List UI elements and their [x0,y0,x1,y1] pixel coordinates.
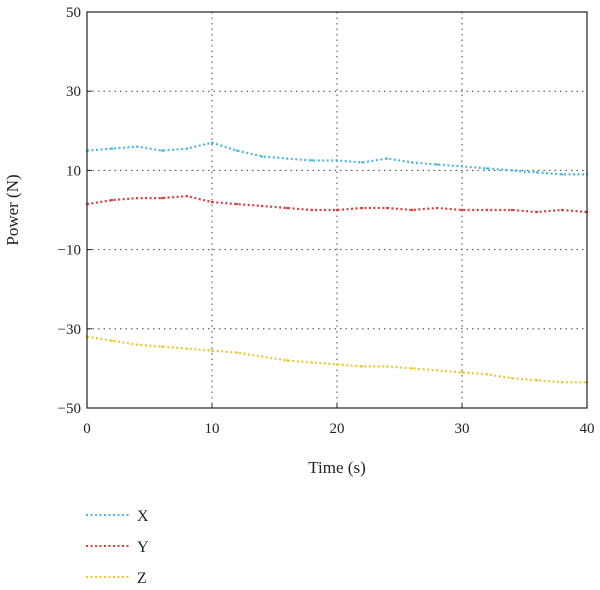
data-point-x [510,169,514,172]
data-point-z [160,345,164,348]
data-point-y [110,198,114,202]
y-tick-label: 30 [66,84,81,100]
data-point-x [135,145,139,148]
data-point-z [135,343,139,346]
legend: XYZ [86,508,149,587]
data-point-y [360,206,364,210]
data-point-x [310,159,314,162]
data-point-x [535,171,539,174]
data-point-z [110,339,114,342]
data-point-x [110,147,114,150]
data-point-x [560,173,564,176]
data-point-x [335,159,339,162]
data-point-x [160,149,164,152]
data-point-y [510,208,514,212]
x-axis-title: Time (s) [308,458,365,477]
data-point-x [360,161,364,164]
data-point-y [235,202,239,206]
data-point-y [260,204,264,208]
data-point-z [260,355,264,358]
y-tick-label: 10 [66,163,81,179]
data-point-z [435,369,439,372]
data-point-z [460,371,464,374]
legend-label-y: Y [137,539,149,556]
data-point-z [535,379,539,382]
data-point-y [485,208,489,212]
x-tick-label: 20 [330,421,345,437]
data-point-z [185,347,189,350]
data-point-x [385,157,389,160]
data-point-y [385,206,389,210]
data-point-z [235,351,239,354]
axis-ticks: 0 10 20 30 40 −50 −30 −10 10 30 50 [58,5,595,437]
data-point-y [135,196,139,200]
data-point-y [210,200,214,204]
data-point-x [435,163,439,166]
y-axis-title: Power (N) [3,174,22,245]
y-tick-label: 50 [66,5,81,21]
data-point-y [410,208,414,212]
data-point-z [285,359,289,362]
data-point-y [310,208,314,212]
data-point-x [235,149,239,152]
data-point-y [160,196,164,200]
data-point-x [285,157,289,160]
data-point-y [335,208,339,212]
data-point-z [335,363,339,366]
data-point-z [385,365,389,368]
data-point-z [510,377,514,380]
data-point-z [410,367,414,370]
data-point-x [410,161,414,164]
data-point-z [560,381,564,384]
x-tick-label: 10 [205,421,220,437]
x-tick-label: 30 [455,421,470,437]
y-tick-label: −10 [58,243,81,259]
data-point-x [260,155,264,158]
data-point-z [210,349,214,352]
data-point-z [310,361,314,364]
x-tick-label: 0 [83,421,91,437]
data-point-x [485,167,489,170]
data-point-z [360,365,364,368]
x-tick-label: 40 [580,421,595,437]
y-tick-label: −30 [58,322,81,338]
legend-label-x: X [137,508,149,525]
legend-label-z: Z [137,570,147,587]
data-point-y [460,208,464,212]
series-line-z [86,335,587,384]
data-point-y [560,208,564,212]
data-point-x [210,141,214,144]
y-tick-label: −50 [58,401,81,417]
data-point-z [485,373,489,376]
data-point-y [185,194,189,198]
data-point-y [285,206,289,210]
data-point-x [185,147,189,150]
data-point-x [460,165,464,168]
data-point-y [435,206,439,210]
data-point-y [535,210,539,214]
